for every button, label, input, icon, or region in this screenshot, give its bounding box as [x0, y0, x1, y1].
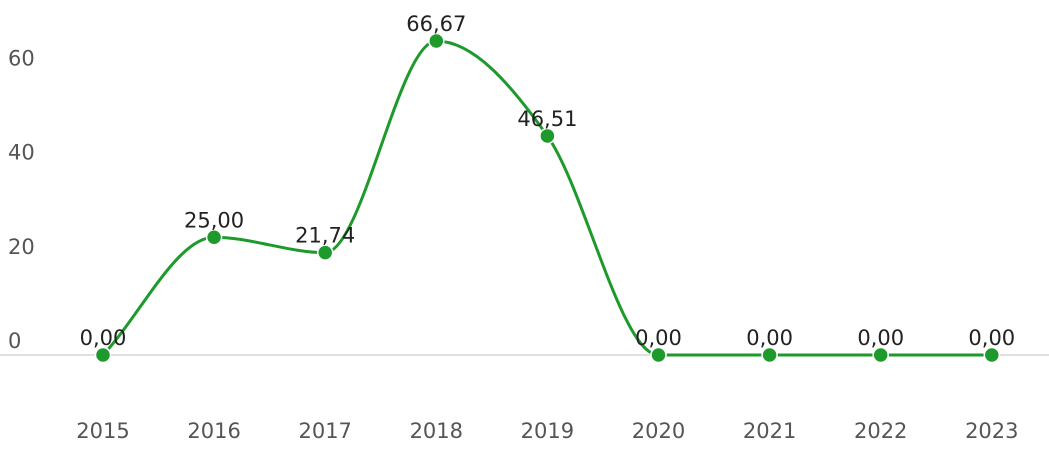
data-label: 21,74 [295, 224, 355, 248]
y-tick-label: 40 [8, 141, 35, 165]
data-point [428, 32, 445, 50]
x-tick-label: 2021 [743, 419, 796, 443]
x-tick-label: 2022 [854, 419, 907, 443]
data-label: 0,00 [635, 326, 682, 350]
data-label: 0,00 [857, 326, 904, 350]
y-tick-label: 0 [8, 329, 21, 353]
data-point [983, 346, 1001, 364]
data-point [761, 346, 778, 364]
data-label: 0,00 [746, 326, 793, 350]
x-axis: 2015 2016 2017 2018 2019 2020 2021 2022 2023 [76, 419, 1018, 443]
x-tick-label: 2016 [187, 419, 240, 443]
x-tick-label: 2023 [965, 419, 1018, 443]
data-points [94, 32, 1001, 364]
data-point [316, 244, 334, 261]
x-tick-label: 2020 [632, 419, 685, 443]
data-label: 0,00 [968, 326, 1015, 350]
series-line [101, 39, 992, 357]
data-label: 25,00 [184, 208, 244, 232]
data-point [650, 346, 667, 364]
data-label: 66,67 [406, 12, 466, 36]
x-tick-label: 2019 [521, 419, 574, 443]
x-tick-label: 2018 [410, 419, 463, 443]
data-point [94, 346, 112, 364]
x-tick-label: 2015 [76, 419, 129, 443]
data-label: 46,51 [517, 107, 577, 131]
data-label: 0,00 [80, 326, 127, 350]
y-axis: 0 20 40 60 [8, 46, 35, 353]
data-point [872, 346, 889, 364]
y-tick-label: 60 [8, 46, 35, 70]
y-tick-label: 20 [8, 235, 35, 259]
data-labels: 0,00 25,00 21,74 66,67 46,51 0,00 0,00 0,00 0,00 [80, 12, 1016, 350]
data-point [205, 229, 223, 246]
data-point [539, 127, 556, 145]
x-tick-label: 2017 [298, 419, 351, 443]
